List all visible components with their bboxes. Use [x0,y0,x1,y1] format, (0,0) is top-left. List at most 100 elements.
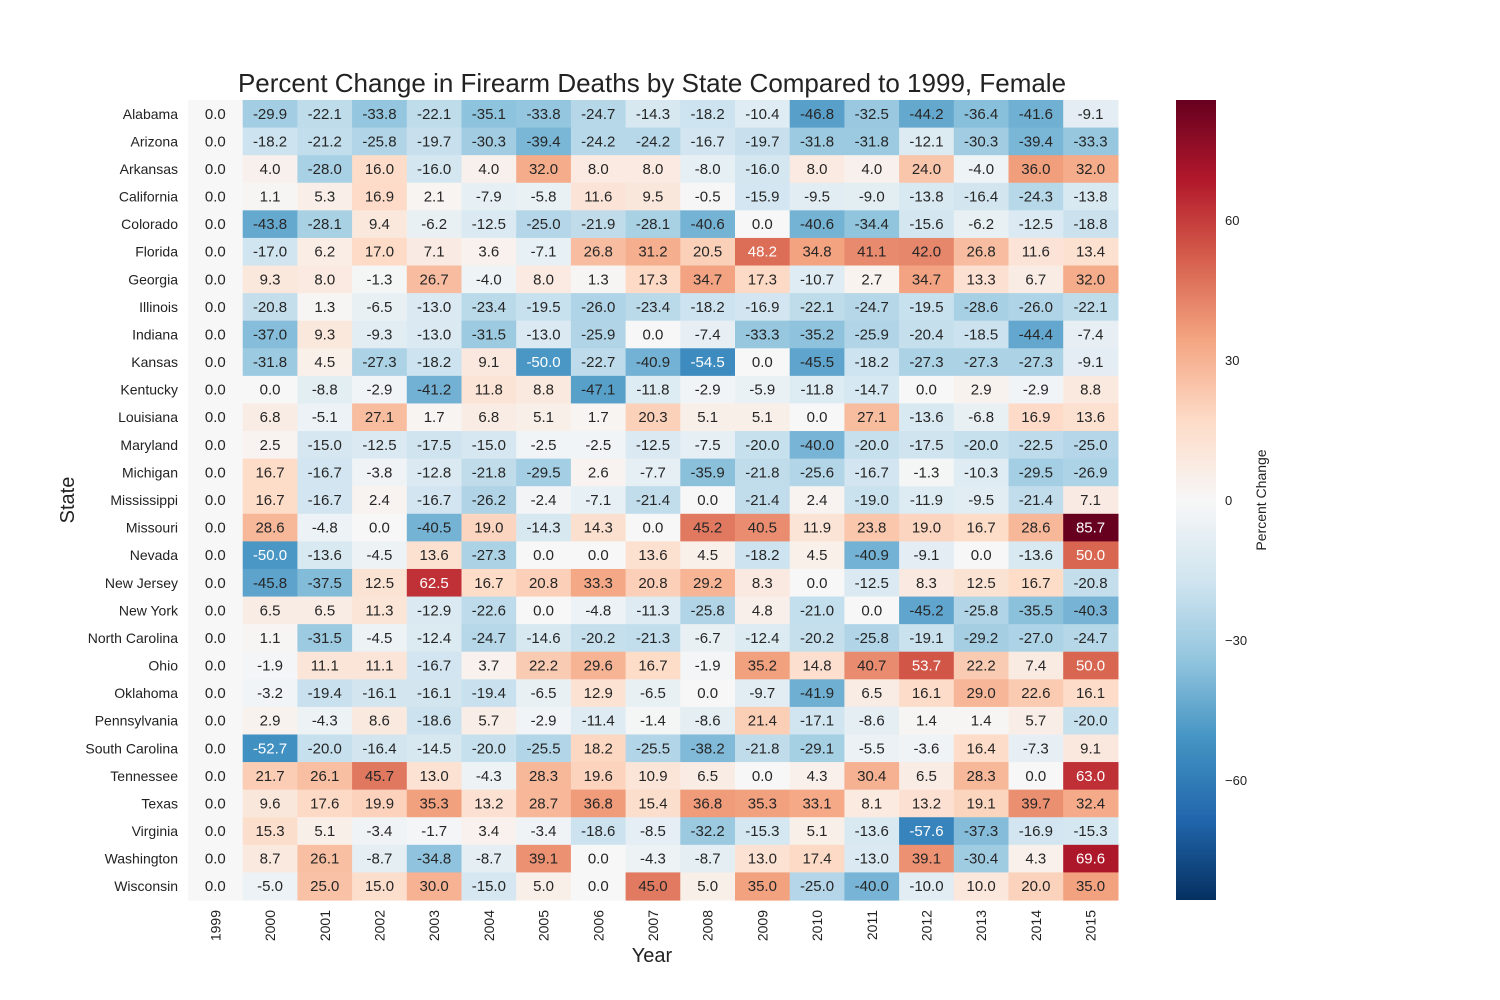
heatmap-cell [680,348,736,377]
cell-value-label: -35.5 [1019,602,1053,619]
cell-value-label: 31.2 [638,244,667,261]
cell-value-label: -11.8 [636,382,669,399]
heatmap-cell [625,651,681,680]
heatmap-cell [789,458,845,487]
cell-value-label: 26.1 [310,851,339,868]
cell-value-label: 0.0 [752,216,773,233]
heatmap-cell [1008,100,1064,129]
cell-value-label: 0.0 [533,602,554,619]
heatmap-cell [1008,210,1064,239]
cell-value-label: 4.0 [260,161,281,178]
cell-value-label: -50.0 [253,547,287,564]
cell-value-label: -21.4 [1019,492,1053,509]
heatmap-cell [953,458,1010,487]
cell-value-label: 19.9 [365,795,394,812]
heatmap-cell [297,293,353,322]
cell-value-label: 35.3 [420,795,449,812]
cell-value-label: -7.1 [585,492,611,509]
heatmap-cell [789,127,845,156]
heatmap-cell [188,844,244,874]
cell-value-label: 41.1 [857,244,886,261]
cell-value-label: 6.5 [861,685,882,702]
cell-value-label: -20.2 [800,630,834,647]
cell-value-label: 13.2 [474,795,503,812]
cell-value-label: -9.1 [1078,106,1104,123]
cell-value-label: 13.6 [638,547,667,564]
heatmap-cell [242,679,298,708]
cell-value-label: -18.2 [691,299,725,316]
cell-value-label: 16.4 [967,740,996,757]
cell-value-label: 13.4 [1076,244,1105,261]
heatmap-cell [735,789,791,818]
heatmap-cell [1063,210,1119,239]
cell-value-label: -30.4 [964,851,998,868]
cell-value-label: 19.0 [474,520,503,537]
cell-value-label: -2.9 [695,382,721,399]
cell-value-label: 35.0 [748,878,777,895]
heatmap-cell [680,155,736,184]
heatmap-cell [953,403,1010,432]
heatmap-cell [953,817,1010,846]
heatmap-cell [406,706,463,736]
heatmap-cell [352,568,408,598]
cell-value-label: -26.9 [1073,464,1107,481]
heatmap-cell [242,817,298,846]
cell-value-label: 0.0 [205,299,226,316]
cell-value-label: -25.5 [636,740,670,757]
cell-value-label: -22.1 [308,106,342,123]
heatmap-cell [352,127,408,156]
cell-value-label: -7.4 [695,326,721,343]
cell-value-label: -28.0 [308,161,342,178]
cell-value-label: 45.0 [638,878,667,895]
colorbar-tick-label: 30 [1225,353,1239,368]
cell-value-label: -3.2 [257,685,283,702]
cell-value-label: 29.6 [584,658,613,675]
heatmap-cell [899,293,955,322]
cell-value-label: 0.0 [752,354,773,371]
cell-value-label: 7.4 [1025,658,1046,675]
heatmap-cell [735,706,791,736]
heatmap-cell [516,789,572,818]
heatmap-cell [789,182,845,211]
cell-value-label: 0.0 [588,878,609,895]
heatmap-cell [461,872,517,901]
cell-value-label: -2.5 [531,437,557,454]
cell-value-label: 20.0 [1021,878,1050,895]
heatmap-cell [625,403,681,432]
cell-value-label: -12.5 [855,575,889,592]
heatmap-cell [570,651,627,680]
heatmap-cell [516,541,572,570]
heatmap-cell [570,596,627,625]
heatmap-cell [899,762,955,791]
heatmap-cell [461,624,517,653]
heatmap-cell [1063,486,1119,515]
cell-value-label: 33.1 [802,795,831,812]
cell-value-label: -11.9 [910,492,943,509]
heatmap-cell [406,486,463,515]
y-tick-label: Kentucky [120,382,178,398]
cell-value-label: -31.8 [855,133,889,150]
heatmap-cell [899,624,955,653]
heatmap-cell [188,100,244,129]
cell-value-label: 17.3 [638,271,667,288]
cell-value-label: -20.0 [472,740,506,757]
cell-value-label: -1.4 [640,713,666,730]
heatmap-cell [899,320,955,349]
heatmap-cell [242,734,298,763]
cell-value-label: 0.0 [807,409,828,426]
cell-value-label: 6.5 [314,602,335,619]
cell-value-label: 0.0 [205,630,226,647]
cell-value-label: 8.0 [314,271,335,288]
cell-value-label: -20.2 [581,630,615,647]
cell-value-label: 5.0 [533,878,554,895]
cell-value-label: -5.5 [859,740,885,757]
cell-value-label: -28.1 [636,216,670,233]
cell-value-label: -13.8 [1073,189,1107,206]
cell-value-label: -13.0 [417,326,451,343]
heatmap-cell [1008,127,1064,156]
heatmap-cell [844,651,900,680]
heatmap-cell [242,265,298,294]
heatmap-cell [461,265,517,294]
heatmap-cell [516,844,572,874]
heatmap-cell [461,100,517,129]
